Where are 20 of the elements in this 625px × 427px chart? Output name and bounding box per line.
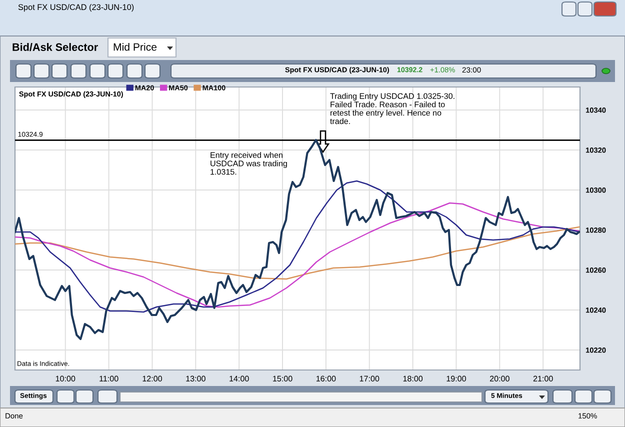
text: Mid Price	[114, 43, 157, 51]
x-tick-label: 21:00	[533, 376, 553, 382]
x-tick-label: 14:00	[230, 376, 249, 382]
line-series	[15, 202, 580, 308]
x-tick-label: 13:00	[186, 376, 206, 382]
annotation: Trading Entry USDCAD 1.0325-30. Failed Trade. Reason - Failed to retest the entry level. Hence no trade.	[330, 93, 454, 124]
x-tick-label: 15:00	[273, 376, 292, 382]
x-tick-label: 16:00	[316, 376, 336, 382]
x-tick-label: 17:00	[360, 376, 380, 382]
x-tick-label: 12:00	[142, 376, 162, 382]
text: Spot FX USD/CAD (23-JUN-10)	[18, 4, 134, 12]
line-series	[15, 180, 580, 313]
line-series	[15, 226, 580, 280]
x-tick-label: 11:00	[100, 376, 118, 382]
x-tick-label: 18:00	[403, 376, 423, 382]
text: Bid/Ask Selector	[12, 43, 98, 52]
x-tick-label: 19:00	[446, 376, 466, 382]
x-tick-label: 10:00	[56, 376, 76, 382]
x-tick-label: 20:00	[490, 376, 510, 382]
annotation: Entry received when USDCAD was trading 1.0315.	[210, 152, 287, 175]
